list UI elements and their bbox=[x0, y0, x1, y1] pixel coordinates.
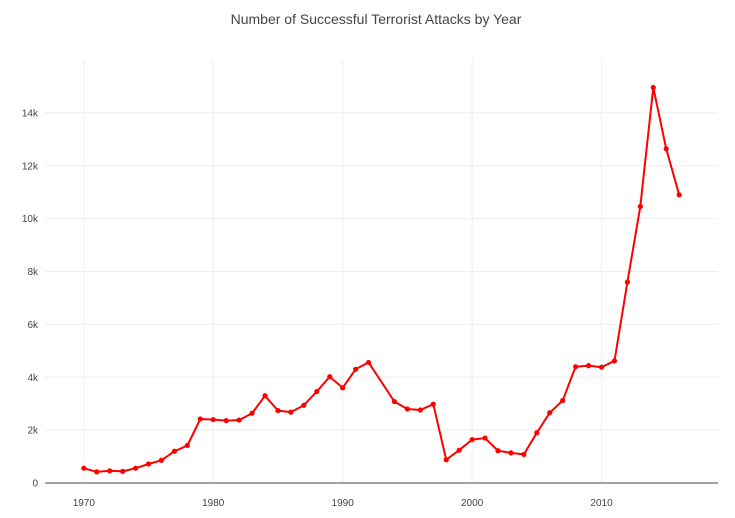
data-point[interactable] bbox=[327, 374, 333, 380]
series-line bbox=[83, 86, 681, 473]
data-point[interactable] bbox=[508, 450, 514, 456]
data-point[interactable] bbox=[81, 465, 87, 471]
data-point[interactable] bbox=[417, 407, 423, 413]
data-point[interactable] bbox=[534, 430, 540, 436]
data-point[interactable] bbox=[676, 192, 682, 198]
data-point[interactable] bbox=[340, 385, 346, 391]
y-tick-label: 6k bbox=[27, 320, 39, 331]
data-point[interactable] bbox=[573, 364, 579, 370]
data-point[interactable] bbox=[120, 468, 126, 474]
y-tick-label: 8k bbox=[27, 267, 39, 278]
data-point[interactable] bbox=[365, 359, 372, 366]
data-point[interactable] bbox=[262, 393, 268, 399]
data-point[interactable] bbox=[637, 203, 643, 210]
data-point[interactable] bbox=[611, 358, 618, 364]
x-tick-label: 1980 bbox=[202, 498, 225, 509]
x-tick-label: 1990 bbox=[332, 498, 355, 509]
data-point[interactable] bbox=[391, 398, 398, 405]
data-point[interactable] bbox=[94, 469, 100, 475]
data-point[interactable] bbox=[482, 435, 488, 441]
x-tick-label: 1970 bbox=[73, 498, 96, 509]
data-point[interactable] bbox=[469, 437, 475, 443]
data-point[interactable] bbox=[314, 388, 320, 395]
axes: 0 2k 4k 6k 8k 10k 12k 14k 1970 1980 1990 2000 2010 bbox=[22, 108, 718, 509]
chart-title: Number of Successful Terrorist Attacks b… bbox=[231, 11, 522, 27]
data-point[interactable] bbox=[132, 465, 139, 471]
data-point[interactable] bbox=[521, 451, 527, 458]
data-point[interactable] bbox=[624, 279, 631, 285]
data-point[interactable] bbox=[430, 401, 436, 407]
y-tick-label: 2k bbox=[27, 426, 39, 437]
y-tick-label: 12k bbox=[22, 161, 39, 172]
x-tick-label: 2010 bbox=[590, 498, 613, 509]
data-point[interactable] bbox=[171, 448, 178, 454]
data-point[interactable] bbox=[443, 457, 449, 463]
data-point[interactable] bbox=[184, 442, 190, 449]
data-point[interactable] bbox=[158, 457, 165, 463]
grid bbox=[45, 60, 718, 483]
series bbox=[81, 84, 682, 475]
y-tick-label: 0 bbox=[32, 479, 38, 490]
data-point[interactable] bbox=[547, 410, 553, 416]
data-point[interactable] bbox=[495, 448, 501, 454]
y-tick-label: 10k bbox=[22, 214, 39, 225]
data-point[interactable] bbox=[145, 461, 152, 467]
data-point[interactable] bbox=[650, 84, 656, 91]
data-point[interactable] bbox=[663, 146, 669, 152]
data-point[interactable] bbox=[598, 364, 605, 370]
data-point[interactable] bbox=[107, 468, 113, 474]
data-point[interactable] bbox=[301, 402, 307, 408]
data-point[interactable] bbox=[353, 366, 359, 372]
data-point[interactable] bbox=[223, 418, 229, 424]
data-point[interactable] bbox=[560, 397, 566, 404]
y-tick-label: 4k bbox=[27, 373, 39, 384]
x-tick-label: 2000 bbox=[461, 498, 484, 509]
data-point[interactable] bbox=[288, 409, 294, 415]
data-point[interactable] bbox=[210, 416, 216, 423]
data-point[interactable] bbox=[249, 410, 255, 416]
data-point[interactable] bbox=[275, 407, 281, 414]
data-point[interactable] bbox=[236, 417, 242, 423]
data-point[interactable] bbox=[197, 416, 203, 422]
data-point[interactable] bbox=[456, 447, 462, 453]
data-point[interactable] bbox=[404, 406, 410, 412]
data-point[interactable] bbox=[585, 363, 592, 369]
y-tick-label: 14k bbox=[22, 108, 39, 119]
